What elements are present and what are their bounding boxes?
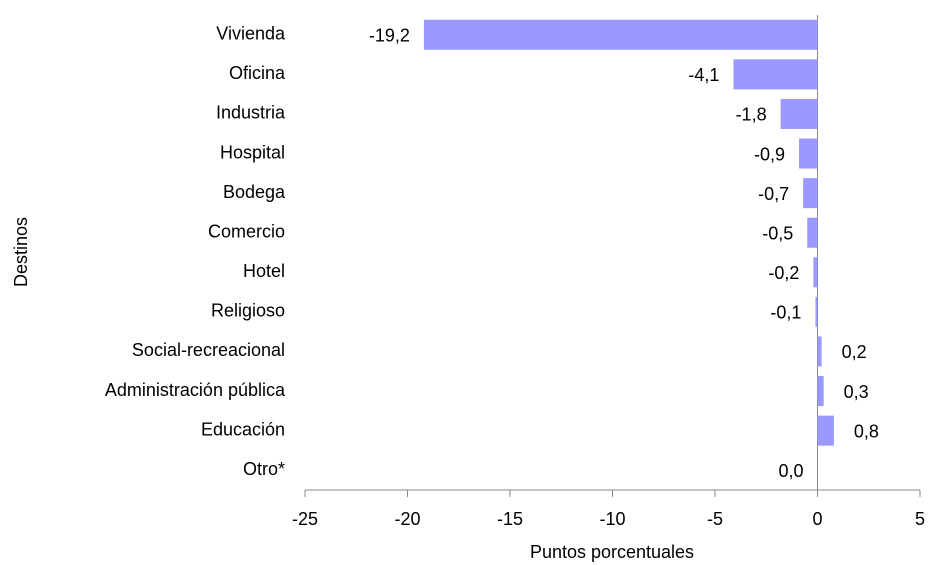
bar: [423, 19, 818, 50]
x-axis-label: Puntos porcentuales: [530, 542, 694, 562]
x-tick-label: 0: [812, 509, 822, 529]
bar: [733, 59, 818, 90]
data-label: 0,3: [844, 382, 869, 402]
y-tick-label: Social-recreacional: [132, 340, 285, 360]
bar: [780, 98, 818, 129]
y-tick-label: Educación: [201, 419, 285, 439]
y-tick-label: Industria: [216, 103, 286, 123]
bar: [817, 415, 834, 446]
y-tick-label: Hotel: [243, 261, 285, 281]
bar: [815, 296, 818, 327]
y-tick-label: Vivienda: [216, 24, 286, 44]
data-label: 0,0: [778, 461, 803, 481]
x-tick-label: -10: [599, 509, 625, 529]
data-label: 0,2: [842, 342, 867, 362]
data-label: 0,8: [854, 421, 879, 441]
data-label: -0,1: [770, 303, 801, 323]
bar: [817, 376, 824, 407]
bar: [803, 178, 818, 209]
bar: [807, 217, 818, 248]
y-tick-label: Hospital: [220, 142, 285, 162]
x-tick-label: -20: [394, 509, 420, 529]
data-label: -0,5: [762, 223, 793, 243]
x-tick-label: -15: [497, 509, 523, 529]
data-label: -0,2: [768, 263, 799, 283]
data-label: -0,9: [754, 144, 785, 164]
data-label: -19,2: [369, 26, 410, 46]
bar: [817, 336, 822, 367]
x-tick-label: 5: [915, 509, 925, 529]
x-tick-label: -25: [292, 509, 318, 529]
y-axis-label: Destinos: [11, 217, 31, 287]
bar: [813, 257, 818, 288]
y-tick-label: Religioso: [211, 301, 285, 321]
y-tick-label: Otro*: [243, 459, 285, 479]
y-tick-label: Oficina: [229, 63, 286, 83]
data-label: -4,1: [688, 65, 719, 85]
y-tick-label: Comercio: [208, 221, 285, 241]
bar: [799, 138, 818, 169]
data-label: -1,8: [736, 105, 767, 125]
data-label: -0,7: [758, 184, 789, 204]
x-tick-label: -5: [707, 509, 723, 529]
y-tick-label: Bodega: [223, 182, 286, 202]
y-tick-label: Administración pública: [105, 380, 286, 400]
